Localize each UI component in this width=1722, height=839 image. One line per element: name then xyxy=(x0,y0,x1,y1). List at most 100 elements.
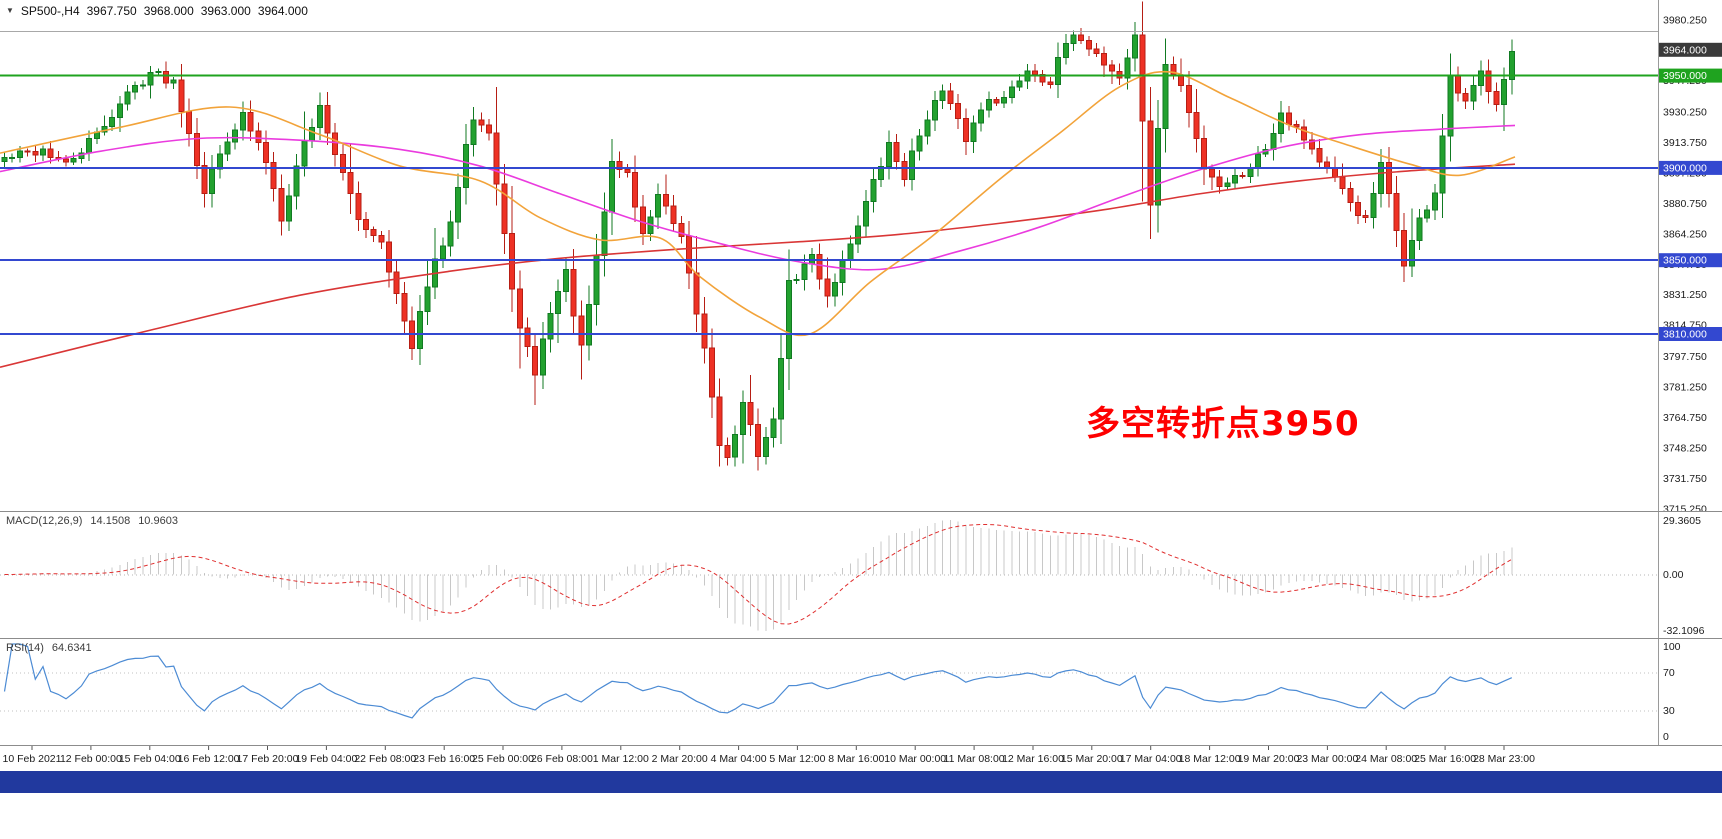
candle-bullish xyxy=(939,90,946,102)
candle-bearish xyxy=(493,132,500,185)
candle-bearish xyxy=(578,315,585,346)
price-plot[interactable]: 3980.2503947.2503930.2503913.7503897.250… xyxy=(0,0,1722,512)
macd-histogram xyxy=(19,520,1513,631)
candle-bullish xyxy=(1439,135,1446,194)
candle-bearish xyxy=(1308,139,1315,150)
candle-bearish xyxy=(516,288,523,329)
candle-bullish xyxy=(232,129,239,143)
candle-bearish xyxy=(1401,230,1408,267)
price-chart-panel: 3980.2503947.2503930.2503913.7503897.250… xyxy=(0,0,1722,512)
macd-plot[interactable]: 29.3605 0.00 -32.1096 xyxy=(0,512,1722,639)
price-tick-label: 3930.250 xyxy=(1663,107,1707,119)
candle-bearish xyxy=(1331,168,1338,178)
candle-bearish xyxy=(632,171,639,208)
candle-bullish xyxy=(293,165,300,197)
candle-bearish xyxy=(716,396,723,446)
candle-bearish xyxy=(1047,81,1054,85)
ma-magenta-line xyxy=(0,124,1516,271)
ma-orange-line xyxy=(0,70,1516,337)
price-badge xyxy=(1659,68,1722,83)
candle-bullish xyxy=(809,253,815,265)
time-label: 10 Feb 2021 xyxy=(3,753,62,765)
candle-bullish xyxy=(562,269,569,292)
candle-bullish xyxy=(447,221,454,247)
candle-bearish xyxy=(1485,70,1492,93)
price-badge xyxy=(1659,253,1722,268)
candle-bearish xyxy=(1393,193,1400,232)
candle-bullish xyxy=(70,158,77,163)
time-label: 26 Feb 08:00 xyxy=(531,753,593,765)
candle-bullish xyxy=(1270,132,1277,151)
candle-bullish xyxy=(16,150,23,158)
rsi-axis-label: 70 xyxy=(1663,667,1675,679)
candle-bullish xyxy=(239,111,246,131)
candle-bullish xyxy=(855,225,862,245)
candle-bullish xyxy=(1378,161,1385,195)
bottom-taskbar-strip xyxy=(0,771,1722,793)
candle-bullish xyxy=(439,245,446,260)
rsi-value: 64.6341 xyxy=(51,642,92,654)
macd-axis-zero: 0.00 xyxy=(1663,569,1684,581)
candle-bullish xyxy=(1001,96,1008,104)
candle-bullish xyxy=(870,179,877,203)
candle-bearish xyxy=(1101,52,1108,66)
candle-bullish xyxy=(424,286,431,313)
candle-bullish xyxy=(224,141,231,155)
candle-bearish xyxy=(1285,112,1292,125)
time-label: 10 Mar 00:00 xyxy=(884,753,946,765)
candle-bullish xyxy=(1016,80,1023,88)
candle-bullish xyxy=(601,211,608,257)
annotation-text: 多空转折点3950 xyxy=(1086,404,1360,444)
candle-bullish xyxy=(609,161,615,213)
candle-bearish xyxy=(193,133,200,166)
price-tick-label: 3797.750 xyxy=(1663,351,1707,363)
macd-main-value: 14.1508 xyxy=(90,515,131,527)
macd-axis-min: -32.1096 xyxy=(1663,625,1705,637)
macd-name-label: MACD(12,26,9) xyxy=(6,515,83,527)
horizontal-lines-layer xyxy=(0,30,1658,335)
time-label: 15 Mar 20:00 xyxy=(1061,753,1123,765)
candle-bearish xyxy=(401,292,408,322)
candle-bullish xyxy=(309,126,316,142)
candle-bearish xyxy=(901,161,908,180)
candle-bearish xyxy=(724,444,731,458)
candle-bullish xyxy=(970,122,977,143)
time-label: 12 Mar 16:00 xyxy=(1002,753,1064,765)
candle-bearish xyxy=(824,278,831,297)
candle-bearish xyxy=(1339,176,1346,189)
candle-bullish xyxy=(1501,78,1508,105)
candle-bullish xyxy=(909,150,915,180)
candle-bullish xyxy=(316,104,323,128)
candle-bearish xyxy=(1347,187,1354,203)
candle-bearish xyxy=(270,162,277,190)
candle-bearish xyxy=(962,118,969,143)
candle-bearish xyxy=(255,130,262,143)
candle-bullish xyxy=(801,263,808,281)
rsi-label-row: RSI(14) 64.6341 xyxy=(6,642,92,654)
price-axis: 3980.2503947.2503930.2503913.7503897.250… xyxy=(1658,0,1722,512)
candle-bullish xyxy=(539,338,546,376)
price-tick-label: 3715.250 xyxy=(1663,503,1707,512)
candle-bearish xyxy=(178,79,185,112)
rsi-axis-label: 0 xyxy=(1663,731,1669,743)
candle-bullish xyxy=(86,137,93,154)
candle-bearish xyxy=(1239,174,1246,178)
candle-bearish xyxy=(1493,91,1500,105)
candle-bearish xyxy=(1293,123,1300,128)
rsi-name-label: RSI(14) xyxy=(6,642,44,654)
candle-bearish xyxy=(1301,126,1308,141)
candle-bullish xyxy=(170,79,177,84)
candle-bullish xyxy=(40,148,46,156)
rsi-plot[interactable]: 100 70 30 0 xyxy=(0,639,1722,746)
candle-bullish xyxy=(739,402,746,436)
ma-red-line xyxy=(0,163,1516,368)
candle-bullish xyxy=(1508,51,1515,80)
collapse-triangle-icon[interactable]: ▼ xyxy=(6,6,14,15)
candle-bullish xyxy=(216,153,223,170)
candle-bearish xyxy=(47,148,54,158)
time-label: 18 Mar 12:00 xyxy=(1179,753,1241,765)
price-badge xyxy=(1659,42,1722,57)
candle-bearish xyxy=(201,164,208,194)
candle-bearish xyxy=(501,183,508,235)
time-axis[interactable]: 10 Feb 2021 12 Feb 00:00 15 Feb 04:00 16 Fe… xyxy=(0,746,1722,771)
